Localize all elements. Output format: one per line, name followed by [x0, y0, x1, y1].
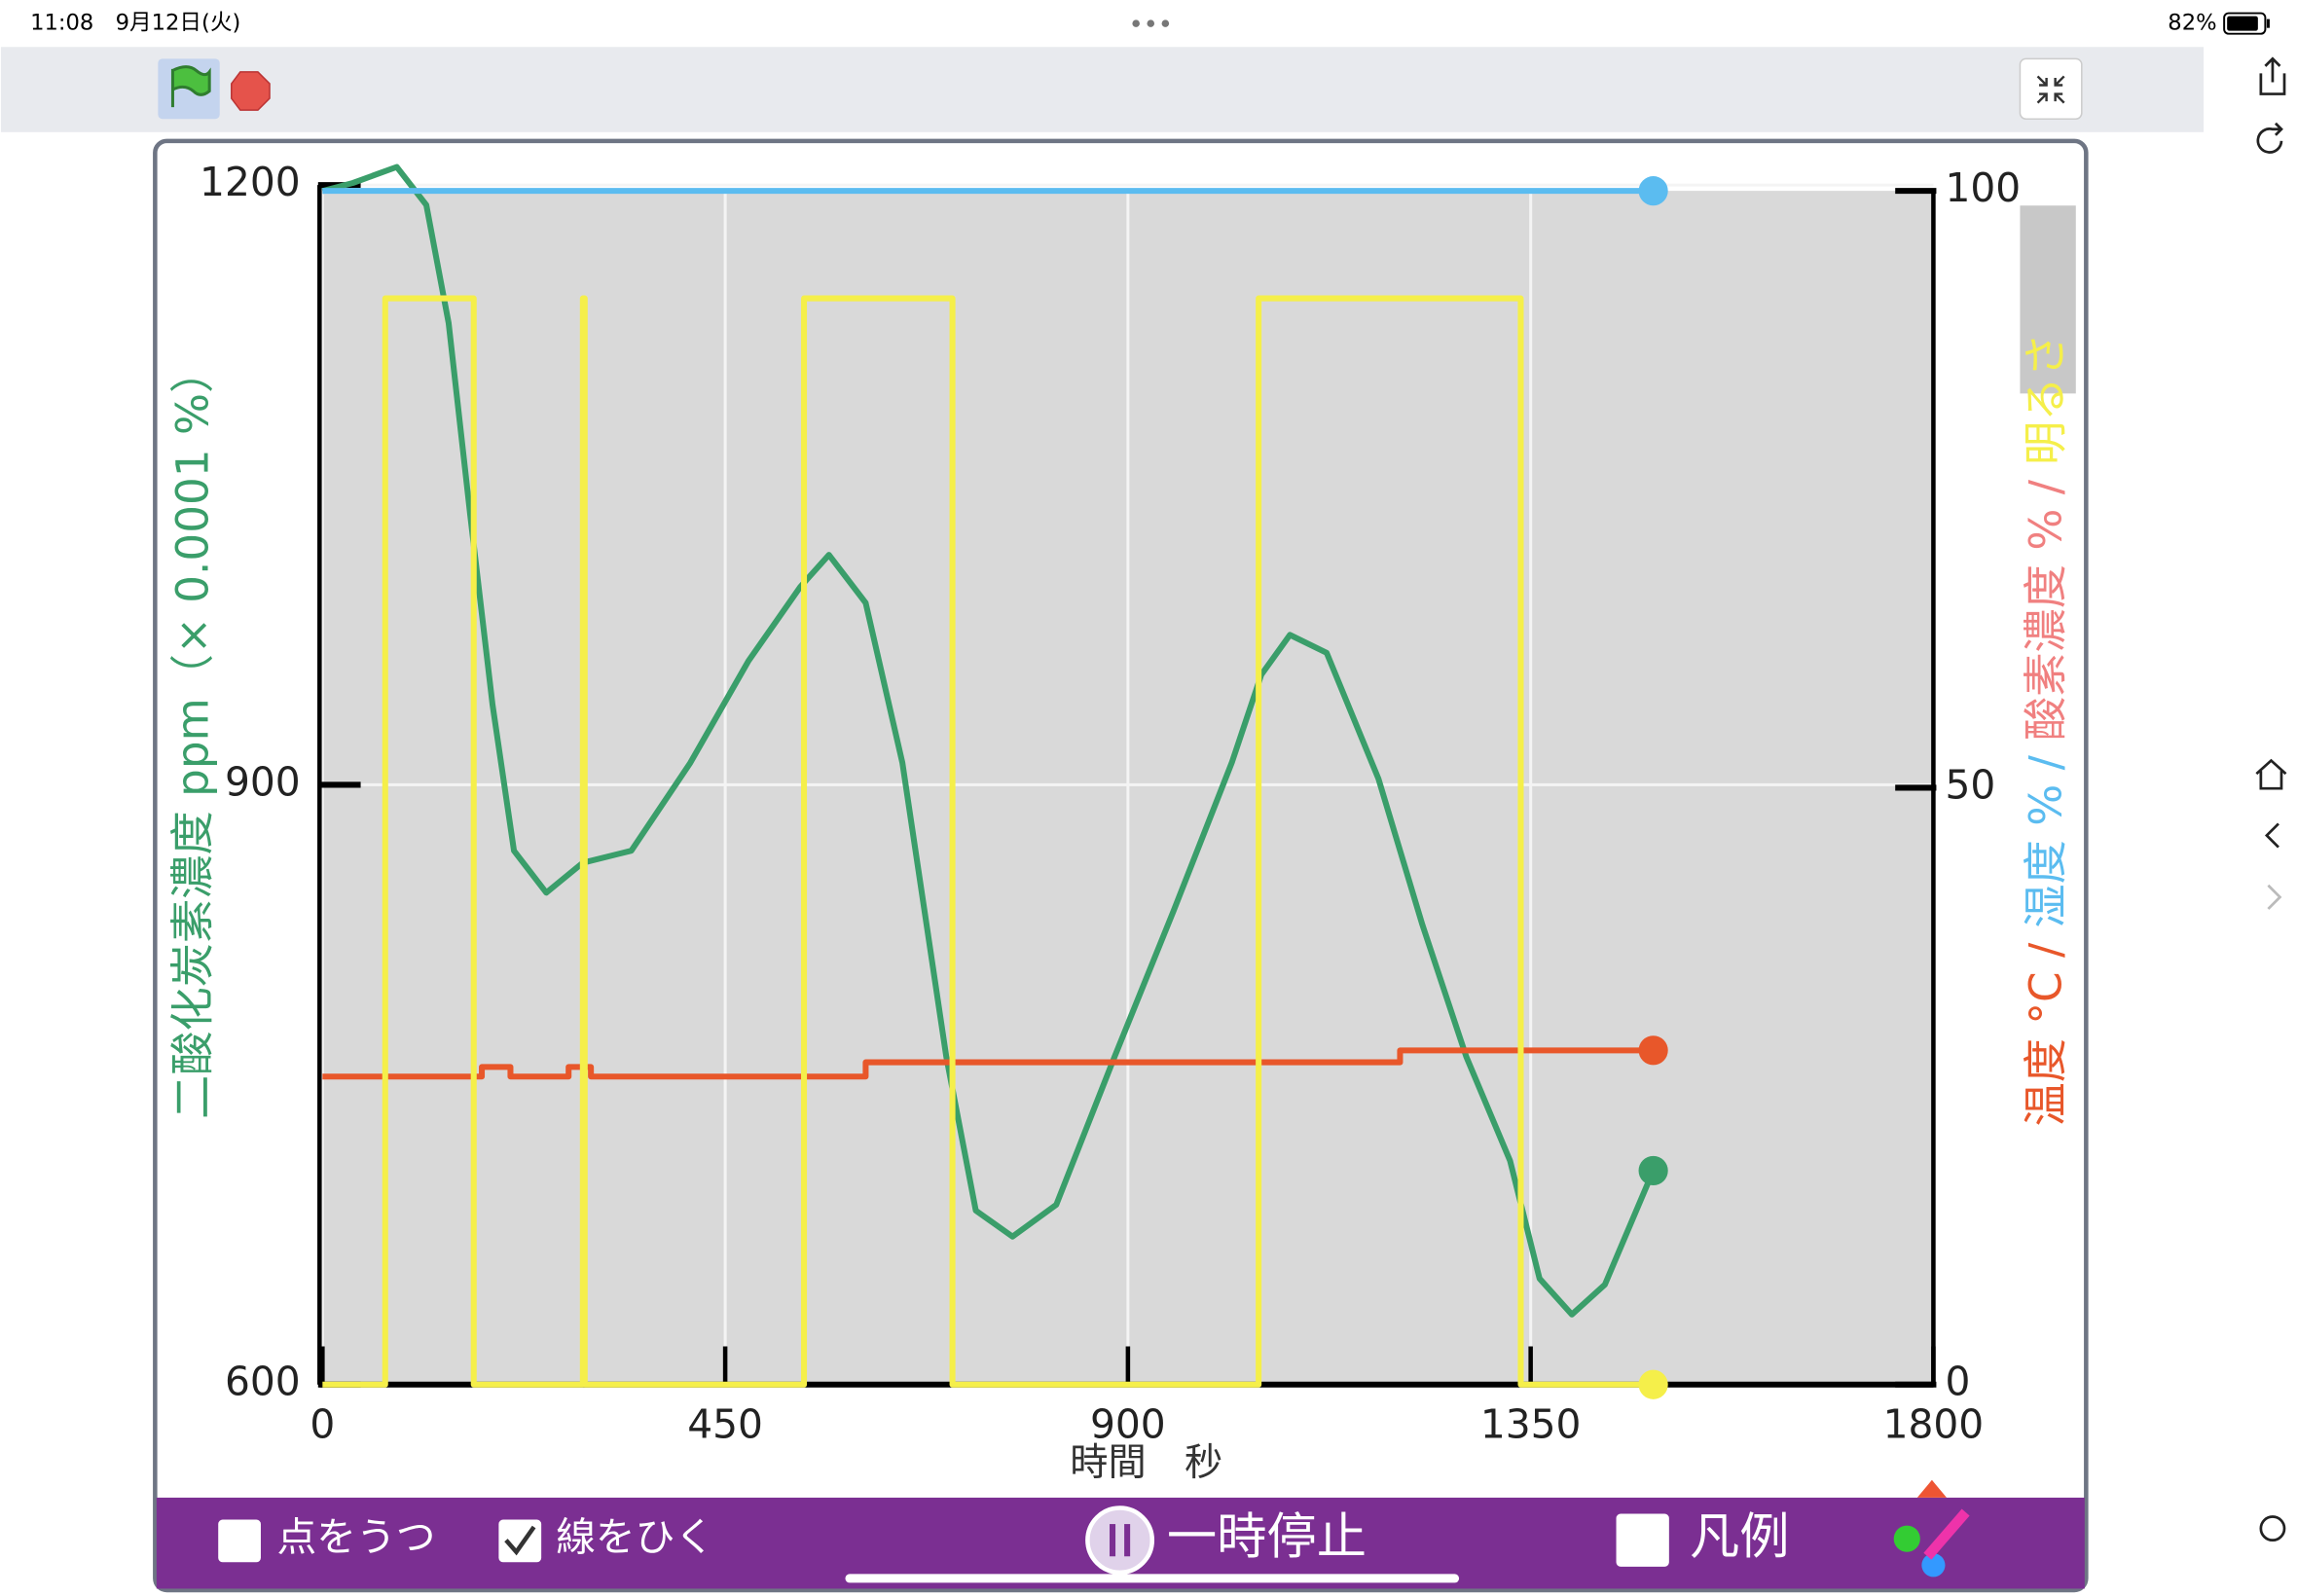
brightness-label-bg — [2020, 205, 2076, 394]
draw-lines-label[interactable]: 線をひく — [556, 1514, 714, 1561]
legend-checkbox[interactable] — [1616, 1513, 1669, 1567]
x-tick-label: 1800 — [1883, 1400, 1985, 1447]
settings-icon[interactable] — [2259, 1515, 2286, 1542]
reload-icon[interactable] — [2256, 122, 2283, 154]
status-time: 11:08 — [30, 11, 93, 36]
y2-tick-label: 100 — [1945, 164, 2021, 211]
y-axis-title: 二酸化炭素濃度 ppm（× 0.0001 %） — [167, 349, 219, 1119]
draw-lines-checkbox[interactable] — [498, 1519, 542, 1563]
y2-axis-title-part: 酸素濃度 % / — [2021, 479, 2072, 741]
multitask-dots[interactable] — [1132, 19, 1170, 27]
x-axis-title: 時間 秒 — [1070, 1441, 1222, 1485]
x-tick-label: 0 — [310, 1400, 335, 1447]
y2-axis-title-part: 明るさ — [2021, 333, 2072, 465]
battery-percent: 82% — [2168, 11, 2216, 36]
checkmark — [504, 1525, 536, 1556]
green-flag-button[interactable] — [158, 58, 220, 120]
pause-button[interactable] — [1085, 1505, 1155, 1576]
pause-label[interactable]: 一時停止 — [1167, 1508, 1367, 1567]
status-date: 9月12日(火) — [116, 11, 241, 36]
app-logo[interactable] — [1893, 1479, 1970, 1578]
series-end-marker — [1638, 1369, 1668, 1399]
plot: 0 450 900 1350 1800 600 900 1200 0 50 100 — [200, 159, 2021, 1447]
y2-axis-title-part: 湿度 % / — [2021, 754, 2072, 927]
y2-tick-label: 50 — [1945, 761, 1995, 808]
forward-icon[interactable] — [2267, 884, 2282, 910]
y-tick-label: 1200 — [200, 159, 301, 205]
series-end-marker — [1638, 1155, 1668, 1186]
back-icon[interactable] — [2264, 822, 2279, 849]
plot-points-checkbox[interactable] — [218, 1519, 261, 1563]
shrink-button[interactable] — [2019, 57, 2083, 120]
y2-axis-title: 温度 °C / 湿度 % / 酸素濃度 % / 明るさ — [2021, 333, 2072, 1126]
legend-label[interactable]: 凡例 — [1690, 1508, 1790, 1567]
battery-icon — [2223, 12, 2270, 35]
share-icon[interactable] — [2259, 56, 2286, 95]
series-end-marker — [1638, 176, 1668, 206]
y2-tick-label: 0 — [1945, 1359, 1970, 1405]
series-line — [321, 163, 1657, 1318]
series-line — [322, 295, 1654, 1388]
home-indicator — [845, 1574, 1460, 1583]
series-line — [322, 1047, 1654, 1080]
stop-button[interactable] — [231, 71, 271, 111]
x-tick-label: 1350 — [1480, 1400, 1582, 1447]
home-icon[interactable] — [2255, 758, 2287, 790]
plot-points-label[interactable]: 点をうつ — [277, 1514, 436, 1561]
x-tick-label: 900 — [1090, 1400, 1166, 1447]
series-end-marker — [1638, 1035, 1668, 1066]
toolbar — [0, 47, 2205, 132]
x-tick-label: 450 — [687, 1400, 763, 1447]
y-tick-label: 600 — [225, 1359, 301, 1405]
y-tick-label: 900 — [225, 758, 301, 805]
y2-axis-title-part: 温度 °C / — [2021, 942, 2072, 1126]
